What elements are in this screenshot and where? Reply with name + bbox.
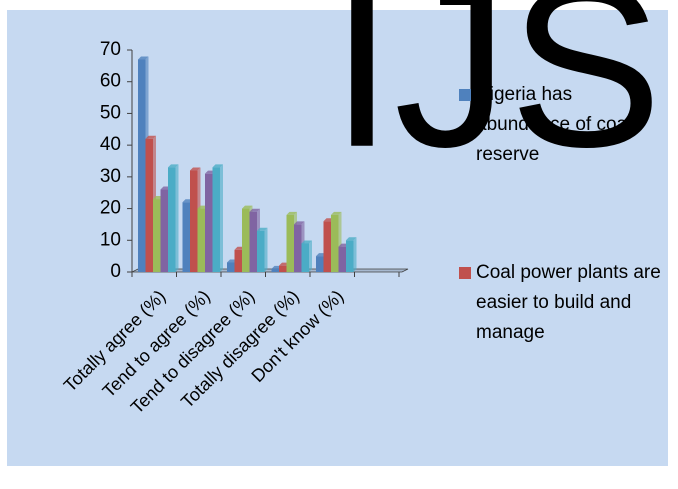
bar-top bbox=[294, 221, 305, 225]
legend-label: Nigeria has abundance of coal reserve bbox=[476, 84, 632, 165]
bar-top bbox=[249, 208, 260, 212]
bar-top bbox=[257, 227, 268, 231]
bar bbox=[234, 249, 242, 272]
bar-top bbox=[138, 56, 149, 60]
bar bbox=[190, 170, 198, 272]
bar bbox=[153, 199, 161, 272]
bar bbox=[294, 224, 302, 272]
bar bbox=[160, 189, 168, 272]
bar bbox=[286, 214, 294, 272]
bar bbox=[346, 240, 354, 272]
bar-top bbox=[168, 164, 179, 168]
y-tick-label: 60 bbox=[100, 71, 121, 92]
y-tick-label: 20 bbox=[100, 198, 121, 219]
bar bbox=[331, 214, 339, 272]
bar bbox=[145, 138, 153, 272]
bar-side bbox=[309, 240, 312, 272]
bar bbox=[301, 243, 309, 272]
bar-side bbox=[353, 237, 357, 272]
y-tick-label: 0 bbox=[110, 261, 121, 282]
y-tick-label: 40 bbox=[100, 134, 121, 155]
bar-top bbox=[331, 211, 342, 215]
legend-swatch bbox=[459, 267, 471, 279]
bar-top bbox=[190, 167, 201, 171]
bar-top bbox=[242, 205, 253, 209]
y-tick-label: 70 bbox=[100, 39, 121, 60]
bar-side bbox=[220, 164, 223, 272]
bar-top bbox=[301, 240, 312, 244]
bar bbox=[182, 202, 190, 272]
legend-swatch bbox=[459, 89, 471, 101]
bar-side bbox=[264, 227, 268, 272]
bar bbox=[257, 230, 265, 272]
y-tick-label: 10 bbox=[100, 229, 121, 250]
bar bbox=[242, 208, 250, 272]
y-tick-label: 30 bbox=[100, 166, 121, 187]
watermark: IJS bbox=[330, 0, 662, 195]
bar bbox=[138, 59, 146, 273]
bar bbox=[249, 211, 257, 272]
bar bbox=[338, 246, 346, 272]
bar bbox=[279, 265, 287, 272]
bar bbox=[227, 262, 235, 272]
bar bbox=[323, 221, 331, 272]
bar bbox=[212, 167, 220, 272]
bar-top bbox=[346, 237, 357, 241]
bar bbox=[197, 208, 205, 272]
legend-label: Coal power plants are easier to build an… bbox=[476, 262, 661, 343]
y-tick-label: 50 bbox=[100, 102, 121, 123]
bar-top bbox=[212, 164, 223, 168]
bar-top bbox=[145, 135, 156, 139]
bar-side bbox=[175, 164, 179, 272]
bar bbox=[316, 256, 324, 272]
bar-top bbox=[286, 211, 297, 215]
bar bbox=[205, 173, 213, 272]
bar bbox=[271, 268, 279, 272]
bar bbox=[168, 167, 176, 272]
